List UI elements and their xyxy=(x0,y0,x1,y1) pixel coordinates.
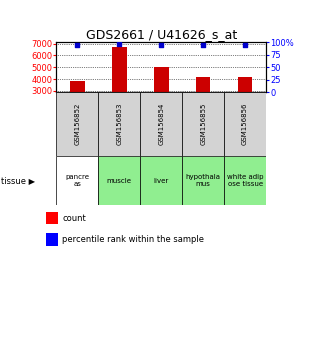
Bar xyxy=(140,92,182,156)
Text: hypothala
mus: hypothala mus xyxy=(186,174,221,187)
Text: GSM156854: GSM156854 xyxy=(158,103,164,145)
Bar xyxy=(182,92,224,156)
Bar xyxy=(56,156,98,205)
Bar xyxy=(112,47,126,126)
Point xyxy=(243,42,248,48)
Bar xyxy=(45,212,58,224)
Text: muscle: muscle xyxy=(107,178,132,183)
Text: liver: liver xyxy=(154,178,169,183)
Bar xyxy=(45,233,58,246)
Point xyxy=(117,41,122,47)
Point xyxy=(75,42,80,48)
Bar xyxy=(196,77,210,126)
Text: pancre
as: pancre as xyxy=(65,174,89,187)
Bar xyxy=(98,92,140,156)
Title: GDS2661 / U41626_s_at: GDS2661 / U41626_s_at xyxy=(85,28,237,41)
Text: GSM156853: GSM156853 xyxy=(116,103,122,145)
Text: white adip
ose tissue: white adip ose tissue xyxy=(227,174,263,187)
Bar xyxy=(98,156,140,205)
Point xyxy=(201,42,206,48)
Text: percentile rank within the sample: percentile rank within the sample xyxy=(62,235,204,244)
Point xyxy=(159,42,164,48)
Bar xyxy=(70,81,85,126)
Bar xyxy=(224,92,266,156)
Text: GSM156855: GSM156855 xyxy=(200,103,206,145)
Bar xyxy=(56,92,98,156)
Text: GSM156856: GSM156856 xyxy=(242,103,248,145)
Bar xyxy=(154,67,168,126)
Bar xyxy=(140,156,182,205)
Bar xyxy=(238,77,252,126)
Text: count: count xyxy=(62,213,86,223)
Text: GSM156852: GSM156852 xyxy=(74,103,80,145)
Bar xyxy=(224,156,266,205)
Bar xyxy=(182,156,224,205)
Text: tissue ▶: tissue ▶ xyxy=(1,176,35,185)
